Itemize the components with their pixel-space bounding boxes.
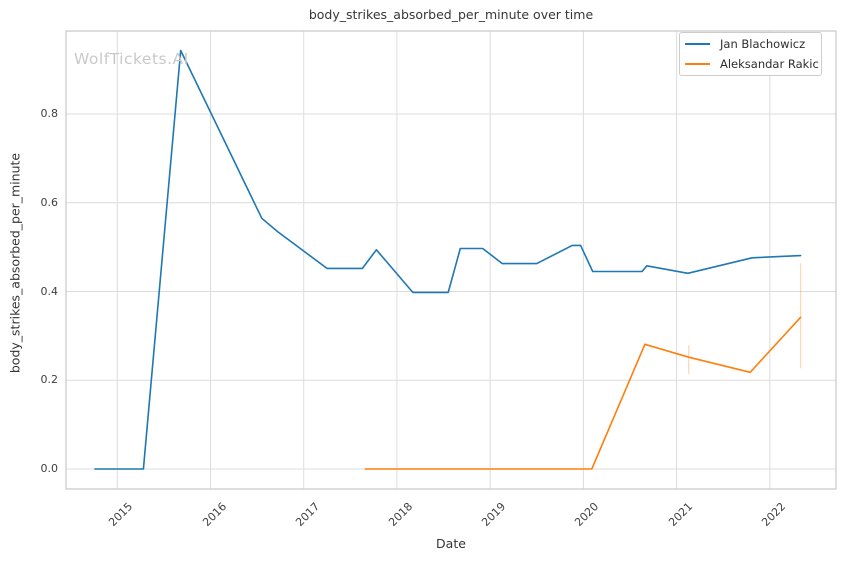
y-tick-label: 0.4 <box>40 284 59 298</box>
series-line-aleksandar-rakic <box>364 316 802 470</box>
legend-line-swatch-orange <box>685 63 710 65</box>
axes-frame <box>65 30 837 490</box>
legend-line-swatch-blue <box>685 43 710 45</box>
x-axis-label: Date <box>436 536 466 551</box>
series-line-jan-blachowicz <box>94 49 802 470</box>
y-axis-label: body_strikes_absorbed_per_minute <box>7 152 23 374</box>
chart-title: body_strikes_absorbed_per_minute over ti… <box>308 7 594 22</box>
legend-item-jan-blachowicz: Jan Blachowicz <box>685 36 821 52</box>
y-tick-label: 0.0 <box>40 462 59 476</box>
watermark-text: WolfTickets.AI <box>74 50 189 68</box>
y-tick-label: 0.6 <box>40 195 59 209</box>
legend-item-aleksandar-rakic: Aleksandar Rakic <box>685 56 821 72</box>
legend: Jan Blachowicz Aleksandar Rakic <box>679 32 822 76</box>
y-tick-label: 0.8 <box>40 106 59 120</box>
legend-label: Jan Blachowicz <box>720 37 806 51</box>
legend-label: Aleksandar Rakic <box>720 57 819 71</box>
y-tick-label: 0.2 <box>40 373 59 387</box>
